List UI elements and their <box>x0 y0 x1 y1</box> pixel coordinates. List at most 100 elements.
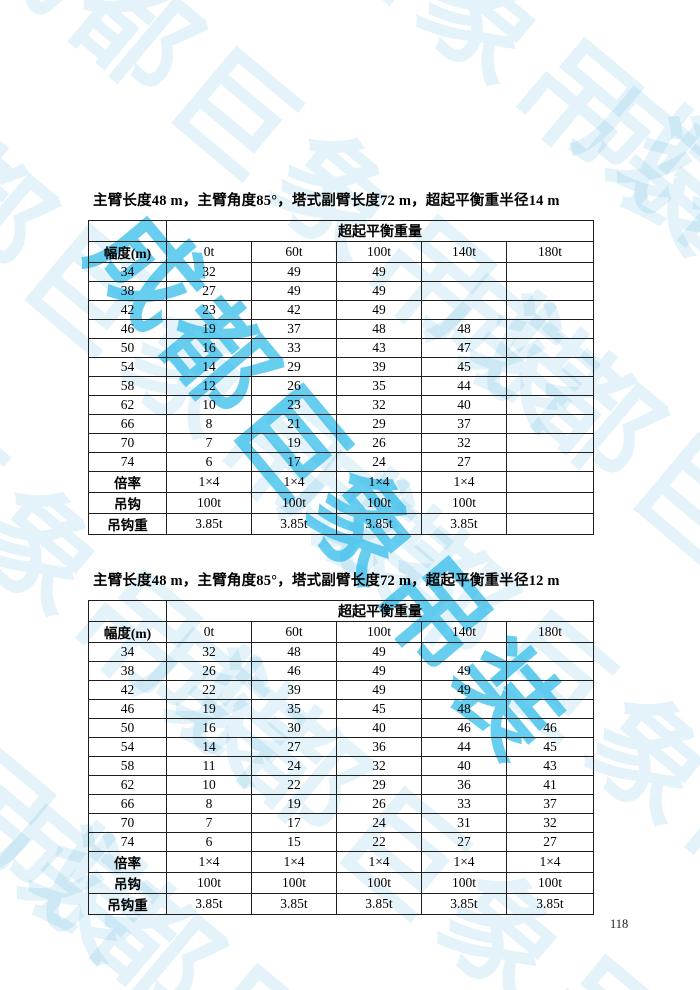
value-cell: 40 <box>421 395 507 415</box>
value-cell: 22 <box>166 680 252 700</box>
value-cell: 49 <box>336 680 422 700</box>
data-table: 超起平衡重量 幅度(m) 0t 60t 100t 140t 180t 34 32 49 49 38 27… <box>88 220 594 535</box>
value-cell: 100t <box>251 492 337 514</box>
value-cell: 1×4 <box>336 471 422 493</box>
value-cell <box>506 661 594 681</box>
table-row: 46 19 37 48 48 <box>88 319 594 339</box>
counterweight-column-header: 60t <box>251 621 337 643</box>
value-cell: 31 <box>421 813 507 833</box>
value-cell <box>421 262 507 282</box>
value-cell: 3.85t <box>251 513 337 535</box>
value-cell: 11 <box>166 756 252 776</box>
value-cell: 3.85t <box>166 893 252 915</box>
load-chart-table-radius14: 超起平衡重量 幅度(m) 0t 60t 100t 140t 180t 34 32 49 49 38 27… <box>88 220 594 535</box>
table-row: 吊钩重 3.85t 3.85t 3.85t 3.85t 3.85t <box>88 893 594 915</box>
value-cell <box>506 433 594 453</box>
value-cell <box>506 395 594 415</box>
value-cell: 1×4 <box>506 851 594 873</box>
value-cell: 48 <box>336 319 422 339</box>
value-cell: 100t <box>421 872 507 894</box>
value-cell: 32 <box>166 642 252 662</box>
row-label: 倍率 <box>88 851 167 873</box>
value-cell: 49 <box>421 680 507 700</box>
value-cell: 43 <box>336 338 422 358</box>
table-row: 50 16 33 43 47 <box>88 338 594 358</box>
value-cell: 48 <box>251 642 337 662</box>
value-cell: 10 <box>166 775 252 795</box>
value-cell: 23 <box>251 395 337 415</box>
value-cell: 39 <box>336 357 422 377</box>
value-cell: 29 <box>336 775 422 795</box>
table-row: 66 8 21 29 37 <box>88 414 594 434</box>
row-label: 38 <box>88 281 167 301</box>
value-cell: 23 <box>166 300 252 320</box>
value-cell: 48 <box>421 319 507 339</box>
value-cell: 37 <box>506 794 594 814</box>
row-label: 34 <box>88 642 167 662</box>
value-cell: 100t <box>336 872 422 894</box>
group-header: 超起平衡重量 <box>166 220 594 242</box>
table2-title: 主臂长度48 m，主臂角度85°，塔式副臂长度72 m，超起平衡重半径12 m <box>93 573 560 589</box>
value-cell <box>506 452 594 472</box>
value-cell: 36 <box>336 737 422 757</box>
value-cell: 37 <box>421 414 507 434</box>
value-cell: 12 <box>166 376 252 396</box>
table-row: 42 23 42 49 <box>88 300 594 320</box>
row-label: 46 <box>88 699 167 719</box>
row-label: 58 <box>88 376 167 396</box>
value-cell: 32 <box>336 395 422 415</box>
value-cell: 6 <box>166 452 252 472</box>
counterweight-column-header: 140t <box>421 621 507 643</box>
row-label: 58 <box>88 756 167 776</box>
value-cell: 32 <box>421 433 507 453</box>
value-cell: 3.85t <box>336 893 422 915</box>
value-cell: 21 <box>251 414 337 434</box>
value-cell: 45 <box>421 357 507 377</box>
counterweight-column-header: 100t <box>336 241 422 263</box>
value-cell: 15 <box>251 832 337 852</box>
value-cell: 24 <box>336 452 422 472</box>
table-row: 70 7 17 24 31 32 <box>88 813 594 833</box>
value-cell: 10 <box>166 395 252 415</box>
value-cell: 3.85t <box>421 513 507 535</box>
value-cell: 24 <box>336 813 422 833</box>
counterweight-column-header: 140t <box>421 241 507 263</box>
row-label: 42 <box>88 680 167 700</box>
value-cell: 3.85t <box>336 513 422 535</box>
value-cell <box>506 414 594 434</box>
value-cell: 1×4 <box>251 471 337 493</box>
value-cell: 19 <box>166 699 252 719</box>
value-cell: 49 <box>251 262 337 282</box>
row-label: 74 <box>88 832 167 852</box>
data-table: 超起平衡重量 幅度(m) 0t 60t 100t 140t 180t 34 32 48 49 38 26… <box>88 600 594 915</box>
table-row: 70 7 19 26 32 <box>88 433 594 453</box>
table-row: 46 19 35 45 48 <box>88 699 594 719</box>
value-cell: 40 <box>336 718 422 738</box>
counterweight-column-header: 60t <box>251 241 337 263</box>
value-cell: 49 <box>421 661 507 681</box>
table-row: 74 6 15 22 27 27 <box>88 832 594 852</box>
table-row: 吊钩 100t 100t 100t 100t <box>88 492 594 514</box>
counterweight-column-header: 180t <box>506 621 594 643</box>
row-label: 吊钩 <box>88 872 167 894</box>
table-row: 62 10 23 32 40 <box>88 395 594 415</box>
value-cell: 44 <box>421 737 507 757</box>
table-row: 54 14 29 39 45 <box>88 357 594 377</box>
row-label: 54 <box>88 357 167 377</box>
value-cell: 43 <box>506 756 594 776</box>
value-cell: 49 <box>251 281 337 301</box>
table-row: 66 8 19 26 33 37 <box>88 794 594 814</box>
value-cell: 19 <box>166 319 252 339</box>
row-label: 吊钩重 <box>88 513 167 535</box>
value-cell: 24 <box>251 756 337 776</box>
value-cell: 26 <box>336 794 422 814</box>
counterweight-column-header: 100t <box>336 621 422 643</box>
value-cell: 1×4 <box>251 851 337 873</box>
row-label: 46 <box>88 319 167 339</box>
value-cell: 3.85t <box>166 513 252 535</box>
value-cell: 27 <box>506 832 594 852</box>
value-cell: 19 <box>251 433 337 453</box>
load-chart-table-radius12: 超起平衡重量 幅度(m) 0t 60t 100t 140t 180t 34 32 48 49 38 26… <box>88 600 594 915</box>
table-row: 倍率 1×4 1×4 1×4 1×4 1×4 <box>88 851 594 873</box>
